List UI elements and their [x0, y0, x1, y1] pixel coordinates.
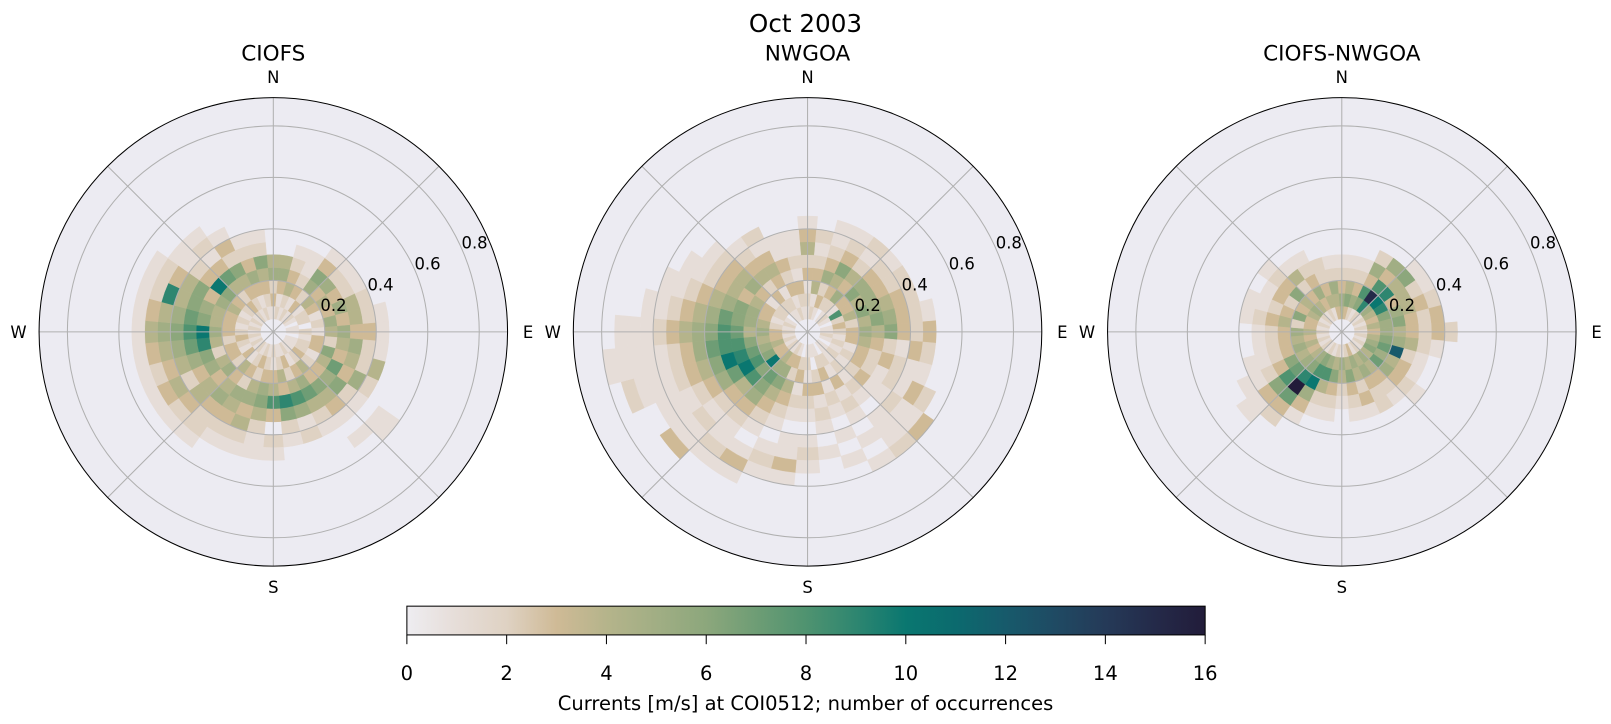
polar-frame — [38, 97, 509, 567]
polar-frame — [572, 97, 1043, 567]
colorbar-tick-label: 4 — [600, 662, 612, 685]
radial-tick-label: 0.2 — [320, 296, 346, 315]
direction-label-s: S — [1337, 578, 1347, 597]
panel-title: NWGOA — [765, 42, 851, 67]
colorbar-tick-label: 14 — [1093, 662, 1118, 685]
polar-grid: 0.2 0.4 0.6 0.8 — [573, 97, 1042, 567]
radial-tick-label: 0.4 — [902, 275, 928, 294]
angular-gridline — [107, 331, 274, 498]
colorbar: Currents [m/s] at COI0512; number of occ… — [401, 605, 1218, 715]
radial-tick-label: 0.8 — [1530, 233, 1556, 252]
direction-label-s: S — [268, 578, 278, 597]
histogram-cell — [840, 448, 868, 469]
histogram-cell — [678, 250, 703, 278]
angular-gridline — [272, 165, 440, 333]
colorbar-gradient — [406, 605, 1206, 636]
polar-grid: 0.2 0.4 0.6 0.8 — [39, 97, 508, 567]
angular-gridline — [807, 331, 974, 498]
angular-gridline — [107, 165, 274, 333]
histogram-cell — [1348, 406, 1366, 422]
radial-tick-label: 0.2 — [1389, 296, 1415, 315]
radial-tick-label: 0.6 — [1483, 254, 1509, 273]
direction-label-n: N — [801, 68, 813, 87]
panel-nwgoa: NWGOA 0.2 0.4 0.6 0.8 N E S W — [545, 42, 1068, 597]
histogram-cell — [1289, 249, 1310, 269]
direction-label-n: N — [1336, 68, 1348, 87]
direction-label-e: E — [1057, 323, 1067, 342]
histogram-cells — [131, 226, 401, 461]
colorbar-tick-label: 10 — [893, 662, 918, 685]
direction-label-s: S — [802, 578, 812, 597]
direction-label-w: W — [1079, 323, 1095, 342]
radial-tick-label: 0.6 — [949, 254, 975, 273]
direction-label-n: N — [267, 68, 279, 87]
angular-gridline — [1341, 331, 1508, 498]
radial-tick-label: 0.6 — [414, 254, 440, 273]
angular-gridline — [272, 331, 440, 498]
histogram-cells — [602, 215, 937, 486]
radial-tick-label: 0.2 — [855, 296, 881, 315]
histogram-cell — [659, 427, 690, 460]
angular-gridline — [1175, 165, 1343, 333]
colorbar-tick-label: 0 — [401, 662, 413, 685]
radial-tick-label: 0.8 — [996, 233, 1022, 252]
radial-tick-label: 0.4 — [367, 275, 393, 294]
colorbar-tick-label: 6 — [700, 662, 712, 685]
polar-frame — [1107, 97, 1577, 567]
histogram-cell — [182, 226, 208, 251]
angular-gridline — [1175, 331, 1343, 498]
angular-gridline — [641, 165, 808, 333]
panel-title: CIOFS-NWGOA — [1263, 42, 1421, 67]
histogram-cell — [144, 250, 169, 278]
radial-tick-label: 0.8 — [462, 233, 488, 252]
colorbar-tick-label: 2 — [500, 662, 512, 685]
panel-ciofs: CIOFS 0.2 0.4 0.6 0.8 N E S W — [10, 42, 533, 597]
panel-ciofs-nwgoa: CIOFS-NWGOA 0.2 0.4 0.6 0.8 N E S W — [1079, 42, 1602, 597]
colorbar-tick-label: 8 — [800, 662, 812, 685]
colorbar-tick-label: 12 — [993, 662, 1018, 685]
polar-grid: 0.2 0.4 0.6 0.8 — [1107, 97, 1577, 567]
angular-gridline — [807, 165, 974, 333]
histogram-cell — [1236, 398, 1261, 424]
angular-gridline — [1341, 165, 1508, 333]
histogram-cell — [1321, 254, 1337, 270]
direction-label-w: W — [10, 323, 26, 342]
colorbar-label: Currents [m/s] at COI0512; number of occ… — [558, 692, 1054, 715]
panel-title: CIOFS — [241, 42, 305, 67]
colorbar-tick-label: 16 — [1193, 662, 1218, 685]
figure-title: Oct 2003 — [749, 9, 862, 38]
histogram-cell — [346, 422, 374, 449]
radial-tick-label: 0.4 — [1436, 275, 1462, 294]
direction-label-e: E — [1591, 323, 1601, 342]
angular-gridline — [641, 331, 808, 498]
direction-label-w: W — [545, 323, 561, 342]
direction-label-e: E — [523, 323, 533, 342]
